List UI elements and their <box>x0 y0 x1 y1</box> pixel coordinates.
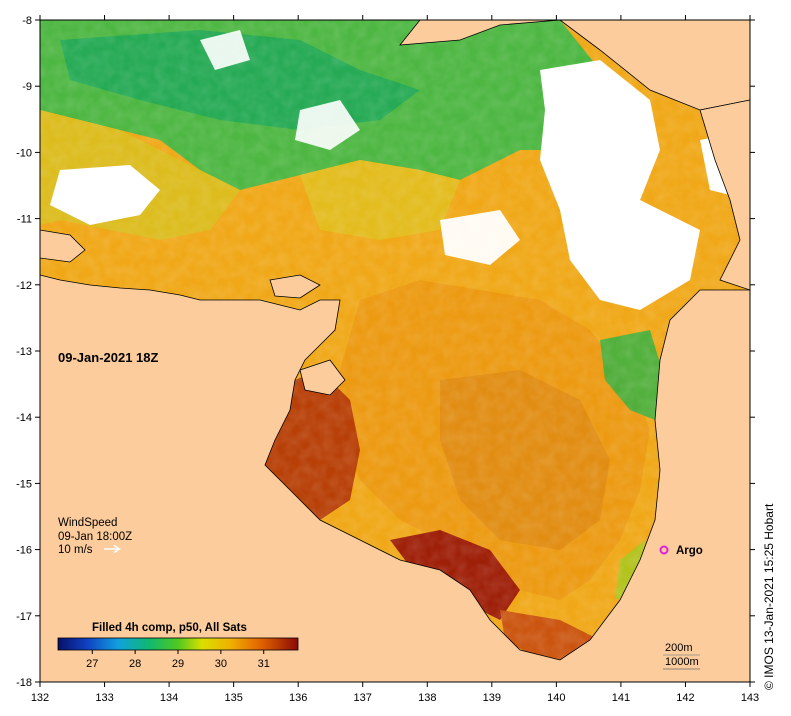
lat-tick-label: -11 <box>17 214 32 226</box>
lat-tick-label: -14 <box>16 412 32 424</box>
credit-text: © IMOS 13-Jan-2021 15:25 Hobart <box>762 503 776 690</box>
contour-legend-200m: 200m <box>665 642 693 654</box>
lat-tick-label: -13 <box>16 346 32 358</box>
cape-york-peninsula <box>699 99 750 291</box>
lon-tick-label: 136 <box>289 692 307 704</box>
lon-tick-label: 139 <box>483 692 501 704</box>
colorbar-title: Filled 4h comp, p50, All Sats <box>92 622 247 634</box>
wind-legend-time: 09-Jan 18:00Z <box>58 531 132 543</box>
wessel-islands <box>269 274 321 299</box>
lon-tick-label: 134 <box>160 692 178 704</box>
lat-tick-label: -17 <box>16 611 32 623</box>
latitude-axis: -8 -9 -10 -11 -12 -13 -14 -15 -16 -17 -18 <box>16 15 755 689</box>
lon-tick-label: 132 <box>31 692 49 704</box>
wind-legend-scale: 10 m/s <box>58 544 93 556</box>
lon-tick-label: 133 <box>95 692 113 704</box>
wind-scale-arrow-icon <box>104 544 121 554</box>
longitude-axis: 132 133 134 135 136 137 138 139 140 141 142 143 <box>31 15 759 704</box>
lat-tick-label: -18 <box>16 677 32 689</box>
lon-tick-label: 138 <box>418 692 436 704</box>
lon-tick-label: 142 <box>676 692 694 704</box>
map-plot-area <box>40 20 750 682</box>
colorbar-tick-label: 29 <box>172 658 184 670</box>
groote-eylandt-island <box>299 359 346 396</box>
argo-label: Argo <box>676 545 703 557</box>
lon-tick-label: 141 <box>612 692 630 704</box>
lat-tick-label: -15 <box>16 478 32 490</box>
land-masses <box>40 20 750 682</box>
new-guinea-landmass <box>399 20 750 111</box>
date-label: 09-Jan-2021 18Z <box>58 350 159 365</box>
lat-tick-label: -12 <box>16 280 32 292</box>
argo-float-marker <box>659 545 669 555</box>
lon-tick-label: 140 <box>547 692 565 704</box>
colorbar-tick-label: 28 <box>129 658 141 670</box>
lat-tick-label: -16 <box>16 545 32 557</box>
australia-mainland <box>40 274 750 682</box>
contour-legend-1000m: 1000m <box>665 656 699 668</box>
colorbar-tick-label: 31 <box>258 658 270 670</box>
colorbar <box>57 637 299 651</box>
wind-legend-title: WindSpeed <box>58 517 117 529</box>
lat-tick-label: -8 <box>22 15 32 27</box>
colorbar-ticks: 27 28 29 30 31 <box>86 650 270 670</box>
tiwi-islands <box>40 229 86 263</box>
lat-tick-label: -9 <box>22 81 32 93</box>
colorbar-tick-label: 27 <box>86 658 98 670</box>
lon-tick-label: 143 <box>741 692 759 704</box>
lon-tick-label: 135 <box>224 692 242 704</box>
lon-tick-label: 137 <box>354 692 372 704</box>
lat-tick-label: -10 <box>16 147 32 159</box>
colorbar-tick-label: 30 <box>215 658 227 670</box>
